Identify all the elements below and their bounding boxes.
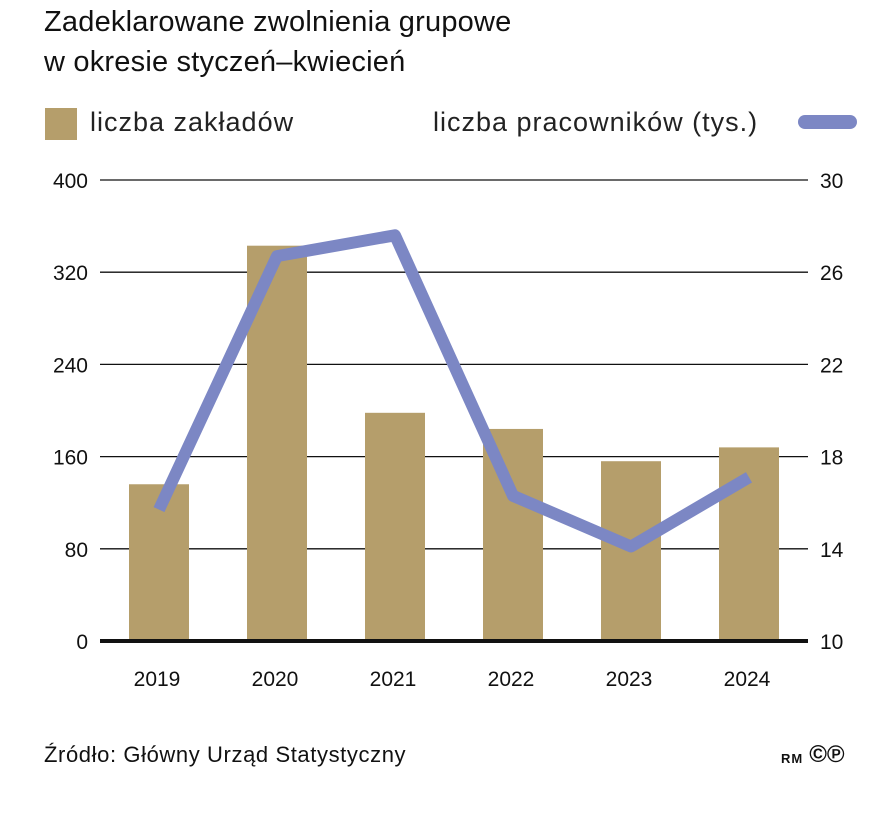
chart-title: Zadeklarowane zwolnienia grupowe w okres… bbox=[44, 2, 511, 82]
legend-bars-swatch bbox=[45, 108, 77, 140]
legend-line-label: liczba pracowników (tys.) bbox=[433, 107, 759, 137]
y-left-tick-label: 80 bbox=[65, 539, 88, 562]
y-left-tick-label: 320 bbox=[53, 262, 88, 285]
y-right-tick-label: 14 bbox=[820, 539, 844, 562]
y-left-tick-label: 240 bbox=[53, 354, 88, 377]
bar-2021 bbox=[365, 412, 425, 641]
chart-title-line-2: w okresie styczeń–kwiecień bbox=[44, 46, 406, 78]
legend-line-swatch bbox=[798, 115, 857, 129]
x-tick-label: 2022 bbox=[488, 668, 535, 691]
y-left-tick-label: 0 bbox=[76, 631, 88, 654]
gridlines bbox=[100, 179, 808, 550]
x-tick-label: 2020 bbox=[252, 668, 299, 691]
copyright-icon: ©℗ bbox=[809, 741, 845, 768]
y-right-tick-label: 22 bbox=[820, 354, 843, 377]
bar-2024 bbox=[719, 447, 779, 641]
x-tick-label: 2023 bbox=[606, 668, 653, 691]
y-left-tick-label: 160 bbox=[53, 447, 88, 470]
x-tick-label: 2019 bbox=[134, 668, 181, 691]
legend-bars-label: liczba zakładów bbox=[90, 107, 295, 137]
x-tick-label: 2021 bbox=[370, 668, 417, 691]
publisher-logo: RM ©℗ bbox=[781, 740, 845, 770]
x-tick-label: 2024 bbox=[724, 668, 771, 691]
combo-chart: 0 80 160 240 320 400 10 14 18 22 26 30 2019 2020 2021 2… bbox=[53, 170, 844, 691]
bars bbox=[129, 245, 779, 641]
bar-2019 bbox=[129, 484, 189, 641]
series-line-pracownicy bbox=[153, 229, 753, 553]
y-left-tick-label: 400 bbox=[53, 170, 88, 193]
chart-title-line-1: Zadeklarowane zwolnienia grupowe bbox=[44, 6, 512, 38]
line-series bbox=[153, 229, 753, 553]
axis-tick-labels: 0 80 160 240 320 400 10 14 18 22 26 30 2019 2020 2021 2… bbox=[53, 170, 844, 691]
y-right-tick-label: 18 bbox=[820, 447, 843, 470]
y-right-tick-label: 10 bbox=[820, 631, 843, 654]
y-right-tick-label: 30 bbox=[820, 170, 843, 193]
logo-rm-text: RM bbox=[781, 750, 804, 766]
source-note: Źródło: Główny Urząd Statystyczny bbox=[44, 742, 407, 767]
y-right-tick-label: 26 bbox=[820, 262, 843, 285]
